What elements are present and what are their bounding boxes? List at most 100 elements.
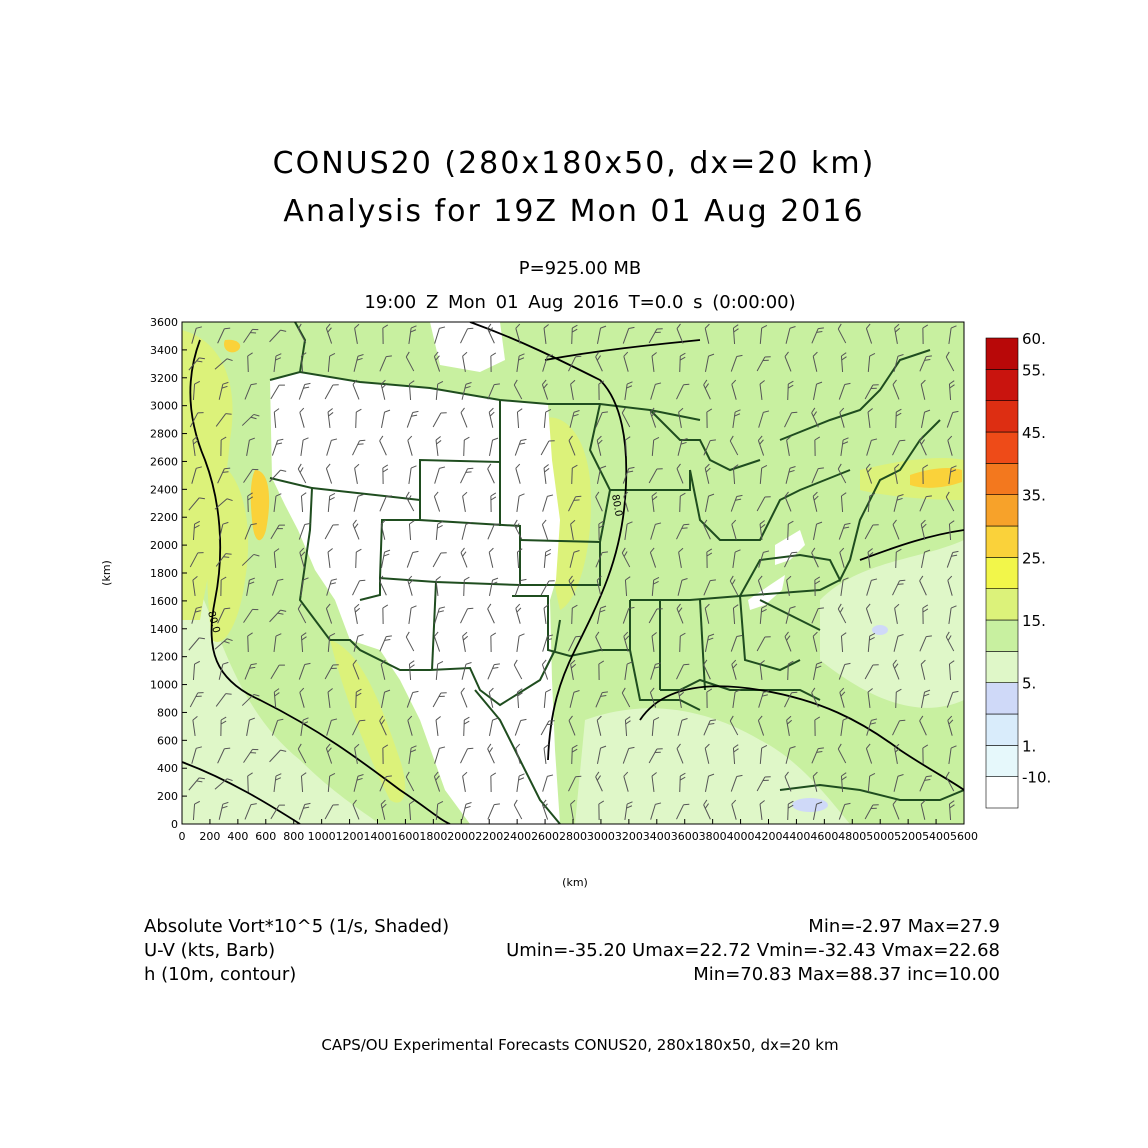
x-tick-label: 4200 <box>755 830 783 843</box>
wind-barb <box>622 466 635 484</box>
wind-barb <box>382 464 389 485</box>
wind-barb <box>516 493 525 512</box>
wind-barb <box>300 772 307 793</box>
legend-height-label: h (10m, contour) <box>144 964 297 985</box>
wind-barb <box>543 744 549 765</box>
wind-barb <box>703 659 711 680</box>
wind-barb <box>892 379 900 400</box>
wind-barb <box>571 604 578 625</box>
wind-barb <box>864 664 879 680</box>
wind-barb <box>948 605 957 624</box>
wind-barb <box>731 379 737 400</box>
wind-barb <box>488 717 499 736</box>
wind-barb <box>298 802 311 820</box>
wind-barb <box>270 804 285 820</box>
wind-barb <box>568 775 582 792</box>
wind-barb <box>730 354 743 372</box>
wind-barb <box>270 384 285 400</box>
wind-barb <box>218 381 229 400</box>
wind-barb <box>408 325 417 344</box>
wind-barb <box>379 495 392 512</box>
colorbar-swatch <box>985 525 1019 558</box>
wind-barb <box>241 413 260 426</box>
wind-barb <box>434 746 446 764</box>
wind-barb <box>649 687 657 708</box>
wind-barb <box>540 720 555 736</box>
wind-barb <box>488 437 499 456</box>
wind-barb <box>460 607 474 624</box>
wind-barb <box>732 409 741 428</box>
x-tick-label: 4600 <box>810 830 838 843</box>
wind-barb <box>731 799 737 820</box>
wind-barb <box>490 632 497 653</box>
wind-barb <box>298 662 311 680</box>
wind-barb <box>756 776 771 792</box>
wind-barb <box>543 689 552 709</box>
wind-barb <box>192 660 200 681</box>
wind-barb <box>732 549 741 568</box>
wind-barb <box>569 550 580 568</box>
wind-barb <box>704 463 711 484</box>
wind-barb <box>460 407 468 428</box>
wind-barb <box>353 494 364 512</box>
wind-barb <box>218 521 229 540</box>
wind-barb <box>840 632 847 653</box>
wind-barb <box>758 410 770 428</box>
wind-barb <box>678 687 685 708</box>
valid-time-label: 19:00 Z Mon 01 Aug 2016 T=0.0 s (0:00:00… <box>364 292 796 313</box>
wind-barb <box>300 352 307 373</box>
x-tick-label: 5200 <box>894 830 922 843</box>
colorbar-label: 60. <box>1022 330 1046 348</box>
wind-barb <box>355 548 362 569</box>
wind-barb <box>679 772 686 793</box>
wind-barb <box>540 440 555 456</box>
wind-barb <box>623 351 629 372</box>
y-tick-label: 3400 <box>150 344 178 357</box>
wind-barb <box>570 659 577 680</box>
colorbar-label: 35. <box>1022 487 1046 505</box>
wind-barb <box>487 603 495 624</box>
wind-barb <box>192 716 198 736</box>
wind-barb <box>624 801 633 820</box>
wind-barb <box>433 631 441 652</box>
wind-barb <box>433 351 441 372</box>
wind-barb <box>355 688 362 709</box>
wind-barb <box>759 660 765 681</box>
wind-barb <box>596 325 607 344</box>
wind-barb <box>541 659 549 680</box>
wind-barb <box>650 662 662 680</box>
wind-barb <box>811 547 819 568</box>
wind-barb <box>676 803 690 820</box>
y-axis: 0 200 400 600 800 1000 1200 1400 1600 1800 2000 220… <box>150 316 187 831</box>
wind-barb <box>543 549 552 569</box>
wind-barb <box>298 382 311 400</box>
wind-barb <box>408 380 415 401</box>
x-tick-label: 3800 <box>699 830 727 843</box>
wind-barb <box>865 603 873 624</box>
wind-barb <box>892 719 906 736</box>
wind-barb <box>919 635 932 652</box>
colorbar-label: 5. <box>1022 675 1036 693</box>
wind-barb <box>678 407 684 428</box>
wind-barb <box>623 771 629 792</box>
wind-barb <box>273 408 280 429</box>
wind-barb <box>623 491 629 512</box>
colorbar-swatch <box>985 776 1019 809</box>
wind-barb <box>838 662 851 680</box>
x-tick-label: 0 <box>179 830 186 843</box>
wind-barb <box>490 772 497 793</box>
wind-barb <box>435 521 444 541</box>
wind-barb <box>407 715 413 736</box>
wind-barb <box>732 689 741 708</box>
wind-barb <box>380 379 387 400</box>
wind-barb <box>462 631 469 652</box>
wind-barb <box>948 380 955 401</box>
wind-barb <box>892 659 900 680</box>
wind-barb <box>758 550 770 568</box>
wind-barb <box>812 351 818 372</box>
wind-barb <box>382 324 389 345</box>
wind-barb <box>919 775 932 792</box>
wind-barb <box>487 383 500 400</box>
colorbar-swatch <box>985 713 1019 746</box>
wind-barb <box>379 575 387 596</box>
